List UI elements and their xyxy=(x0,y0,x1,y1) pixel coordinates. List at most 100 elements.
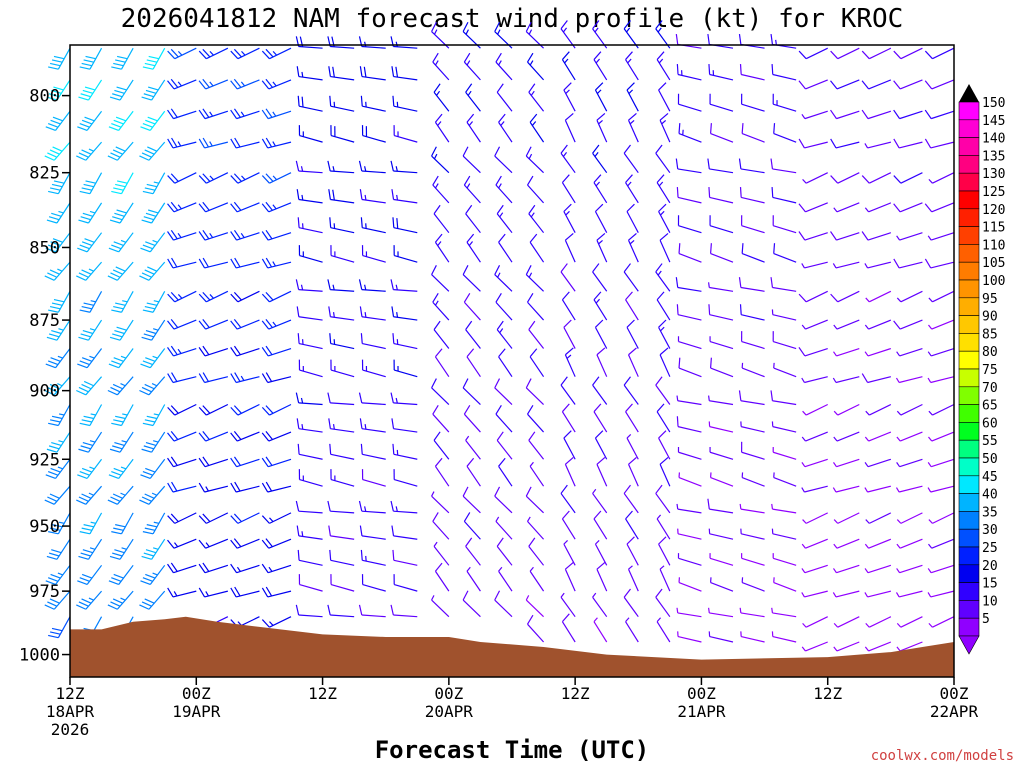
barb-flag xyxy=(202,257,209,268)
barb-shaft xyxy=(835,590,860,598)
barb-flag xyxy=(655,263,663,273)
y-tick-label: 1000 xyxy=(19,646,60,666)
barb-flag xyxy=(108,580,119,586)
barb-flag xyxy=(392,95,395,107)
barb-flag xyxy=(143,552,154,557)
barb-flag xyxy=(167,203,175,213)
wind-barb xyxy=(708,421,734,433)
barb-flag xyxy=(49,631,61,635)
wind-barb xyxy=(360,549,386,566)
wind-barb xyxy=(830,47,860,60)
barb-flag xyxy=(498,113,506,123)
wind-barb xyxy=(230,108,260,120)
barb-shaft xyxy=(899,431,923,442)
barb-shaft xyxy=(152,512,166,535)
barb-flag xyxy=(49,419,61,423)
barb-flag xyxy=(233,319,242,328)
barb-flag xyxy=(142,309,154,313)
wind-barb xyxy=(833,512,860,524)
barb-flag xyxy=(202,372,209,382)
barb-half-flag xyxy=(832,592,837,598)
barb-half-flag xyxy=(152,328,159,331)
barb-half-flag xyxy=(153,300,160,303)
barb-flag xyxy=(113,119,124,125)
barb-half-flag xyxy=(627,181,632,187)
barb-flag xyxy=(202,405,211,414)
barb-flag xyxy=(81,573,93,579)
barb-flag xyxy=(494,21,501,32)
barb-shaft xyxy=(596,568,608,592)
barb-flag xyxy=(141,496,152,502)
barb-flag xyxy=(360,443,363,455)
barb-shaft xyxy=(496,439,513,460)
wind-barb xyxy=(865,290,892,303)
barb-half-flag xyxy=(864,568,869,574)
barb-flag xyxy=(202,345,210,356)
barb-flag xyxy=(498,233,506,243)
barb-flag xyxy=(49,187,61,191)
barb-flag xyxy=(146,183,158,188)
barb-flag xyxy=(739,64,742,75)
barb-shaft xyxy=(564,119,576,143)
barb-flag xyxy=(167,80,175,90)
barb-flag xyxy=(830,175,839,184)
barb-flag xyxy=(51,549,62,554)
wind-barb xyxy=(108,232,134,253)
wind-barb xyxy=(328,306,355,321)
barb-half-flag xyxy=(565,210,570,216)
barb-half-flag xyxy=(332,166,335,172)
barb-flag xyxy=(81,269,92,275)
barb-flag xyxy=(626,319,635,328)
x-tick-label: 18APR xyxy=(46,702,95,721)
wind-barb xyxy=(525,265,544,292)
barb-flag xyxy=(265,431,273,440)
wind-barb xyxy=(896,232,923,241)
wind-barb xyxy=(658,430,671,460)
barb-half-flag xyxy=(174,542,179,548)
barb-flag xyxy=(261,50,270,60)
wind-barb xyxy=(358,160,386,174)
barb-half-flag xyxy=(833,646,838,652)
wind-barb xyxy=(708,282,734,292)
barb-flag xyxy=(85,55,96,60)
wind-barb xyxy=(198,137,229,149)
barb-shaft xyxy=(678,103,702,112)
barb-flag xyxy=(45,474,56,480)
barb-shaft xyxy=(805,47,828,60)
barb-flag xyxy=(144,419,156,423)
barb-flag xyxy=(144,493,155,499)
wind-barb xyxy=(261,47,292,60)
barb-half-flag xyxy=(332,284,335,291)
plot-background xyxy=(70,45,954,677)
barb-flag xyxy=(924,258,932,269)
barb-flag xyxy=(79,309,91,313)
barb-flag xyxy=(230,50,239,60)
barb-half-flag xyxy=(833,622,839,628)
wind-barb xyxy=(295,392,323,406)
barb-shaft xyxy=(494,155,513,174)
barb-shaft xyxy=(623,152,639,174)
wind-barb xyxy=(167,587,197,598)
barb-flag xyxy=(48,531,59,535)
wind-barb xyxy=(709,336,734,350)
barb-half-flag xyxy=(896,297,902,303)
barb-half-flag xyxy=(865,297,870,303)
barb-flag xyxy=(44,604,55,610)
wind-barb xyxy=(830,79,860,90)
barb-shaft xyxy=(932,403,955,416)
wind-barb xyxy=(230,257,260,269)
barb-flag xyxy=(623,588,631,598)
wind-barb xyxy=(261,456,292,468)
barb-shaft xyxy=(772,636,797,643)
wind-barb xyxy=(677,336,702,350)
wind-barb xyxy=(677,447,702,460)
wind-barb xyxy=(198,290,229,303)
barb-flag xyxy=(111,360,122,366)
barb-half-flag xyxy=(801,263,805,269)
barb-flag xyxy=(798,138,805,149)
barb-flag xyxy=(109,448,121,453)
barb-flag xyxy=(798,80,806,90)
barb-shaft xyxy=(561,518,576,540)
barb-flag xyxy=(332,189,335,201)
barb-flag xyxy=(115,302,126,306)
